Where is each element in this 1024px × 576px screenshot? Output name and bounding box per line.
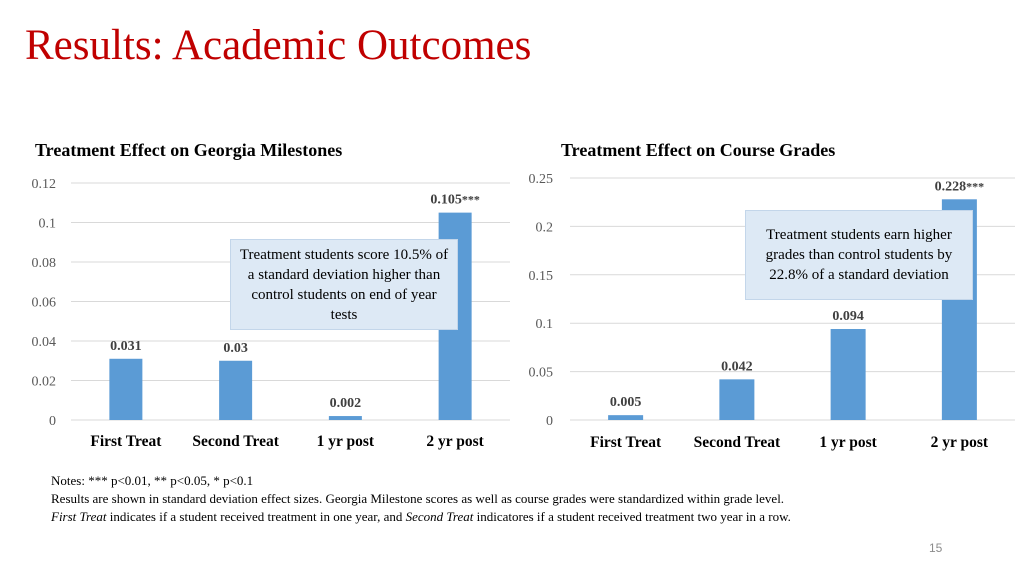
chart-title-grades: Treatment Effect on Course Grades — [561, 140, 836, 160]
grades-data-label-2: 0.042 — [721, 359, 753, 374]
milestones-category-label-3: 1 yr post — [317, 433, 375, 450]
milestones-data-label-1: 0.031 — [110, 339, 142, 354]
grades-ytick-label: 0.25 — [529, 172, 554, 187]
notes-significance: Notes: *** p<0.01, ** p<0.05, * p<0.1 — [51, 473, 254, 488]
milestones-bar-2 — [219, 360, 253, 420]
notes-first-treat-term: First Treat — [51, 509, 107, 524]
grades-bar-2 — [719, 379, 755, 420]
grades-category-label-4: 2 yr post — [931, 434, 989, 451]
milestones-data-label-2: 0.03 — [223, 341, 248, 356]
grades-ytick-label: 0 — [546, 414, 553, 429]
chart-title-milestones: Treatment Effect on Georgia Milestones — [35, 140, 343, 160]
notes-effect-sizes: Results are shown in standard deviation … — [51, 491, 785, 506]
callout-milestones: Treatment students score 10.5% of a stan… — [230, 239, 458, 330]
milestones-bar-1 — [109, 358, 143, 420]
milestones-data-label-3: 0.002 — [330, 396, 362, 411]
milestones-ytick-label: 0 — [49, 414, 56, 429]
grades-significance-stars: *** — [966, 179, 984, 193]
grades-ytick-label: 0.2 — [536, 220, 554, 235]
milestones-category-label-2: Second Treat — [192, 433, 279, 450]
grades-ytick-label: 0.15 — [529, 269, 554, 284]
page-number: 15 — [929, 541, 943, 555]
milestones-ytick-label: 0.04 — [32, 335, 57, 350]
milestones-bar-3 — [328, 416, 362, 420]
notes-definitions: First Treat indicates if a student recei… — [51, 508, 791, 526]
grades-ytick-label: 0.05 — [529, 366, 554, 381]
milestones-category-label-1: First Treat — [90, 433, 162, 450]
milestones-category-label-4: 2 yr post — [426, 433, 484, 450]
milestones-ytick-label: 0.06 — [32, 296, 57, 311]
grades-category-label-3: 1 yr post — [819, 434, 877, 451]
milestones-ytick-label: 0.12 — [32, 177, 57, 192]
slide-title: Results: Academic Outcomes — [25, 22, 532, 69]
milestones-ytick-label: 0.1 — [39, 217, 57, 232]
notes: Notes: *** p<0.01, ** p<0.05, * p<0.1 Re… — [51, 472, 791, 526]
callout-grades: Treatment students earn higher grades th… — [745, 210, 973, 300]
grades-category-label-1: First Treat — [590, 434, 662, 451]
milestones-ytick-label: 0.02 — [32, 375, 57, 390]
grades-bar-1 — [608, 415, 644, 420]
notes-first-treat-def: indicates if a student received treatmen… — [106, 509, 406, 524]
grades-ytick-label: 0.1 — [536, 317, 554, 332]
milestones-ytick-label: 0.08 — [32, 256, 57, 271]
grades-data-label-4: 0.228*** — [935, 179, 985, 194]
grades-category-label-2: Second Treat — [694, 434, 781, 451]
milestones-data-label-4: 0.105*** — [430, 193, 480, 208]
notes-second-treat-term: Second Treat — [405, 509, 474, 524]
milestones-significance-stars: *** — [462, 193, 480, 207]
grades-data-label-1: 0.005 — [610, 395, 642, 410]
grades-data-label-3: 0.094 — [832, 309, 864, 324]
grades-bar-3 — [830, 329, 866, 420]
notes-second-treat-def: indicatores if a student received treatm… — [473, 509, 791, 524]
